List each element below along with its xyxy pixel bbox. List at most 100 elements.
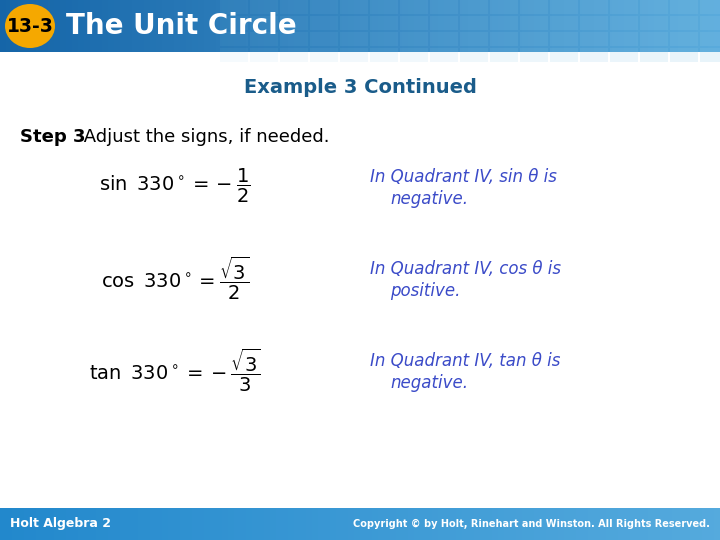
Bar	[336, 508, 342, 540]
Bar	[580, 48, 608, 62]
Bar	[270, 0, 276, 52]
Bar	[550, 16, 578, 30]
Bar	[432, 0, 438, 52]
Bar	[654, 0, 660, 52]
Bar	[546, 508, 552, 540]
Bar	[684, 508, 690, 540]
Bar	[30, 0, 36, 52]
Text: In Quadrant IV, sin θ is: In Quadrant IV, sin θ is	[370, 168, 557, 186]
Text: Step 3: Step 3	[20, 128, 86, 146]
Bar	[624, 0, 630, 52]
Bar	[486, 0, 492, 52]
Bar	[400, 32, 428, 46]
Bar	[474, 508, 480, 540]
Bar	[390, 0, 396, 52]
Bar	[186, 0, 192, 52]
Bar	[670, 48, 698, 62]
Bar	[174, 508, 180, 540]
Bar	[432, 508, 438, 540]
Bar	[220, 48, 248, 62]
Bar	[84, 508, 90, 540]
Bar	[280, 32, 308, 46]
Bar	[6, 0, 12, 52]
Bar	[402, 0, 408, 52]
Bar	[246, 508, 252, 540]
Bar	[402, 508, 408, 540]
Bar	[576, 0, 582, 52]
Bar	[66, 0, 72, 52]
Bar	[318, 508, 324, 540]
Bar	[102, 508, 108, 540]
Bar	[552, 0, 558, 52]
Bar	[600, 0, 606, 52]
Bar	[312, 508, 318, 540]
Bar	[276, 508, 282, 540]
Bar	[220, 16, 248, 30]
Bar	[642, 0, 648, 52]
Bar	[6, 508, 12, 540]
Bar	[222, 0, 228, 52]
Bar	[594, 0, 600, 52]
Bar	[312, 0, 318, 52]
Bar	[270, 508, 276, 540]
Bar	[228, 0, 234, 52]
Bar	[126, 508, 132, 540]
Bar	[558, 0, 564, 52]
Text: $\cos\ 330^\circ = \dfrac{\sqrt{3}}{2}$: $\cos\ 330^\circ = \dfrac{\sqrt{3}}{2}$	[101, 254, 249, 302]
Bar	[444, 0, 450, 52]
Bar	[438, 508, 444, 540]
Bar	[96, 508, 102, 540]
Bar	[528, 508, 534, 540]
Bar	[504, 0, 510, 52]
Bar	[570, 508, 576, 540]
Bar	[108, 0, 114, 52]
Bar	[510, 508, 516, 540]
Bar	[610, 48, 638, 62]
Bar	[228, 508, 234, 540]
Bar	[450, 508, 456, 540]
Bar	[504, 508, 510, 540]
Bar	[468, 508, 474, 540]
Bar	[66, 508, 72, 540]
Bar	[520, 48, 548, 62]
Bar	[600, 508, 606, 540]
Text: positive.: positive.	[390, 282, 460, 300]
Bar	[348, 508, 354, 540]
Bar	[366, 508, 372, 540]
Bar	[456, 508, 462, 540]
Bar	[486, 508, 492, 540]
Bar	[400, 48, 428, 62]
Bar	[480, 508, 486, 540]
Bar	[180, 0, 186, 52]
Bar	[534, 508, 540, 540]
Bar	[654, 508, 660, 540]
Bar	[618, 508, 624, 540]
Bar	[460, 48, 488, 62]
Text: $\tan\ 330^\circ = -\dfrac{\sqrt{3}}{3}$: $\tan\ 330^\circ = -\dfrac{\sqrt{3}}{3}$	[89, 346, 261, 394]
Bar	[670, 0, 698, 14]
Bar	[288, 0, 294, 52]
Bar	[588, 508, 594, 540]
Text: negative.: negative.	[390, 374, 468, 392]
Bar	[156, 0, 162, 52]
Bar	[204, 508, 210, 540]
Bar	[54, 508, 60, 540]
Bar	[348, 0, 354, 52]
Bar	[702, 0, 708, 52]
Bar	[474, 0, 480, 52]
Bar	[48, 0, 54, 52]
Bar	[370, 32, 398, 46]
Bar	[78, 0, 84, 52]
Bar	[306, 508, 312, 540]
Bar	[498, 0, 504, 52]
Bar	[444, 508, 450, 540]
Bar	[618, 0, 624, 52]
Bar	[168, 0, 174, 52]
Bar	[462, 0, 468, 52]
Bar	[72, 0, 78, 52]
Bar	[342, 508, 348, 540]
Bar	[54, 0, 60, 52]
Bar	[546, 0, 552, 52]
Bar	[636, 508, 642, 540]
Bar	[198, 508, 204, 540]
